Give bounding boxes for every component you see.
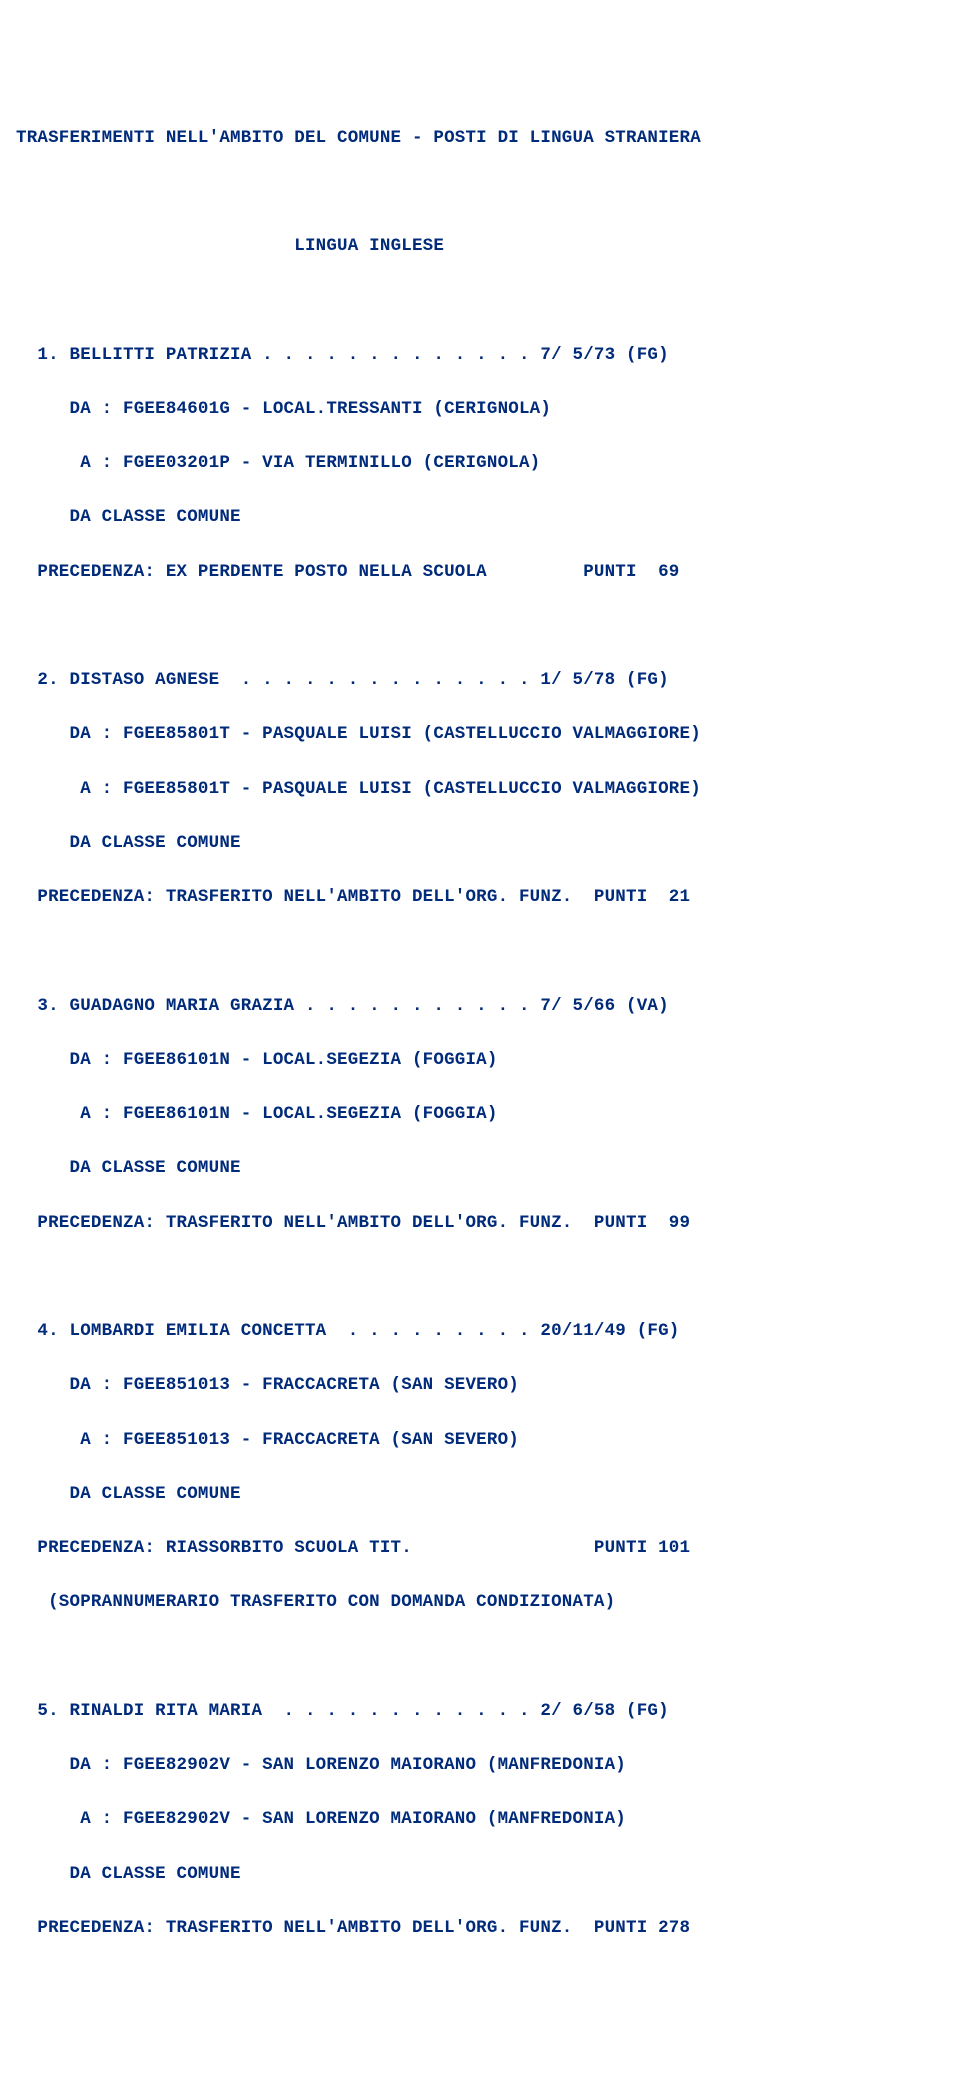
page-title: TRASFERIMENTI NELL'AMBITO DEL COMUNE - P… <box>16 125 944 152</box>
entry-da: DA : FGEE851013 - FRACCACRETA (SAN SEVER… <box>16 1372 944 1399</box>
entry-a: A : FGEE851013 - FRACCACRETA (SAN SEVERO… <box>16 1427 944 1454</box>
entry-a: A : FGEE86101N - LOCAL.SEGEZIA (FOGGIA) <box>16 1101 944 1128</box>
entry-da: DA : FGEE84601G - LOCAL.TRESSANTI (CERIG… <box>16 396 944 423</box>
entry-name: 4. LOMBARDI EMILIA CONCETTA . . . . . . … <box>16 1318 944 1345</box>
entry-name: 1. BELLITTI PATRIZIA . . . . . . . . . .… <box>16 342 944 369</box>
entry-extra: (SOPRANNUMERARIO TRASFERITO CON DOMANDA … <box>16 1589 944 1616</box>
entry-a: A : FGEE03201P - VIA TERMINILLO (CERIGNO… <box>16 450 944 477</box>
entry-classe: DA CLASSE COMUNE <box>16 1155 944 1182</box>
blank-line <box>16 938 944 965</box>
entry-precedenza: PRECEDENZA: TRASFERITO NELL'AMBITO DELL'… <box>16 1210 944 1237</box>
entry-da: DA : FGEE86101N - LOCAL.SEGEZIA (FOGGIA) <box>16 1047 944 1074</box>
page-subtitle: LINGUA INGLESE <box>16 233 944 260</box>
entry-classe: DA CLASSE COMUNE <box>16 1861 944 1888</box>
subtitle-text: LINGUA INGLESE <box>294 236 444 256</box>
entry-classe: DA CLASSE COMUNE <box>16 830 944 857</box>
blank-line <box>16 1644 944 1671</box>
entry-classe: DA CLASSE COMUNE <box>16 504 944 531</box>
blank-line <box>16 613 944 640</box>
entry-da: DA : FGEE82902V - SAN LORENZO MAIORANO (… <box>16 1752 944 1779</box>
entry-classe: DA CLASSE COMUNE <box>16 1481 944 1508</box>
blank-line <box>16 179 944 206</box>
entry-name: 3. GUADAGNO MARIA GRAZIA . . . . . . . .… <box>16 993 944 1020</box>
entry-precedenza: PRECEDENZA: RIASSORBITO SCUOLA TIT. PUNT… <box>16 1535 944 1562</box>
entry-name: 5. RINALDI RITA MARIA . . . . . . . . . … <box>16 1698 944 1725</box>
entry-name: 2. DISTASO AGNESE . . . . . . . . . . . … <box>16 667 944 694</box>
entry-precedenza: PRECEDENZA: EX PERDENTE POSTO NELLA SCUO… <box>16 559 944 586</box>
entry-a: A : FGEE82902V - SAN LORENZO MAIORANO (M… <box>16 1806 944 1833</box>
entry-a: A : FGEE85801T - PASQUALE LUISI (CASTELL… <box>16 776 944 803</box>
entry-da: DA : FGEE85801T - PASQUALE LUISI (CASTEL… <box>16 721 944 748</box>
entry-precedenza: PRECEDENZA: TRASFERITO NELL'AMBITO DELL'… <box>16 884 944 911</box>
entry-precedenza: PRECEDENZA: TRASFERITO NELL'AMBITO DELL'… <box>16 1915 944 1942</box>
blank-line <box>16 1264 944 1291</box>
blank-line <box>16 287 944 314</box>
